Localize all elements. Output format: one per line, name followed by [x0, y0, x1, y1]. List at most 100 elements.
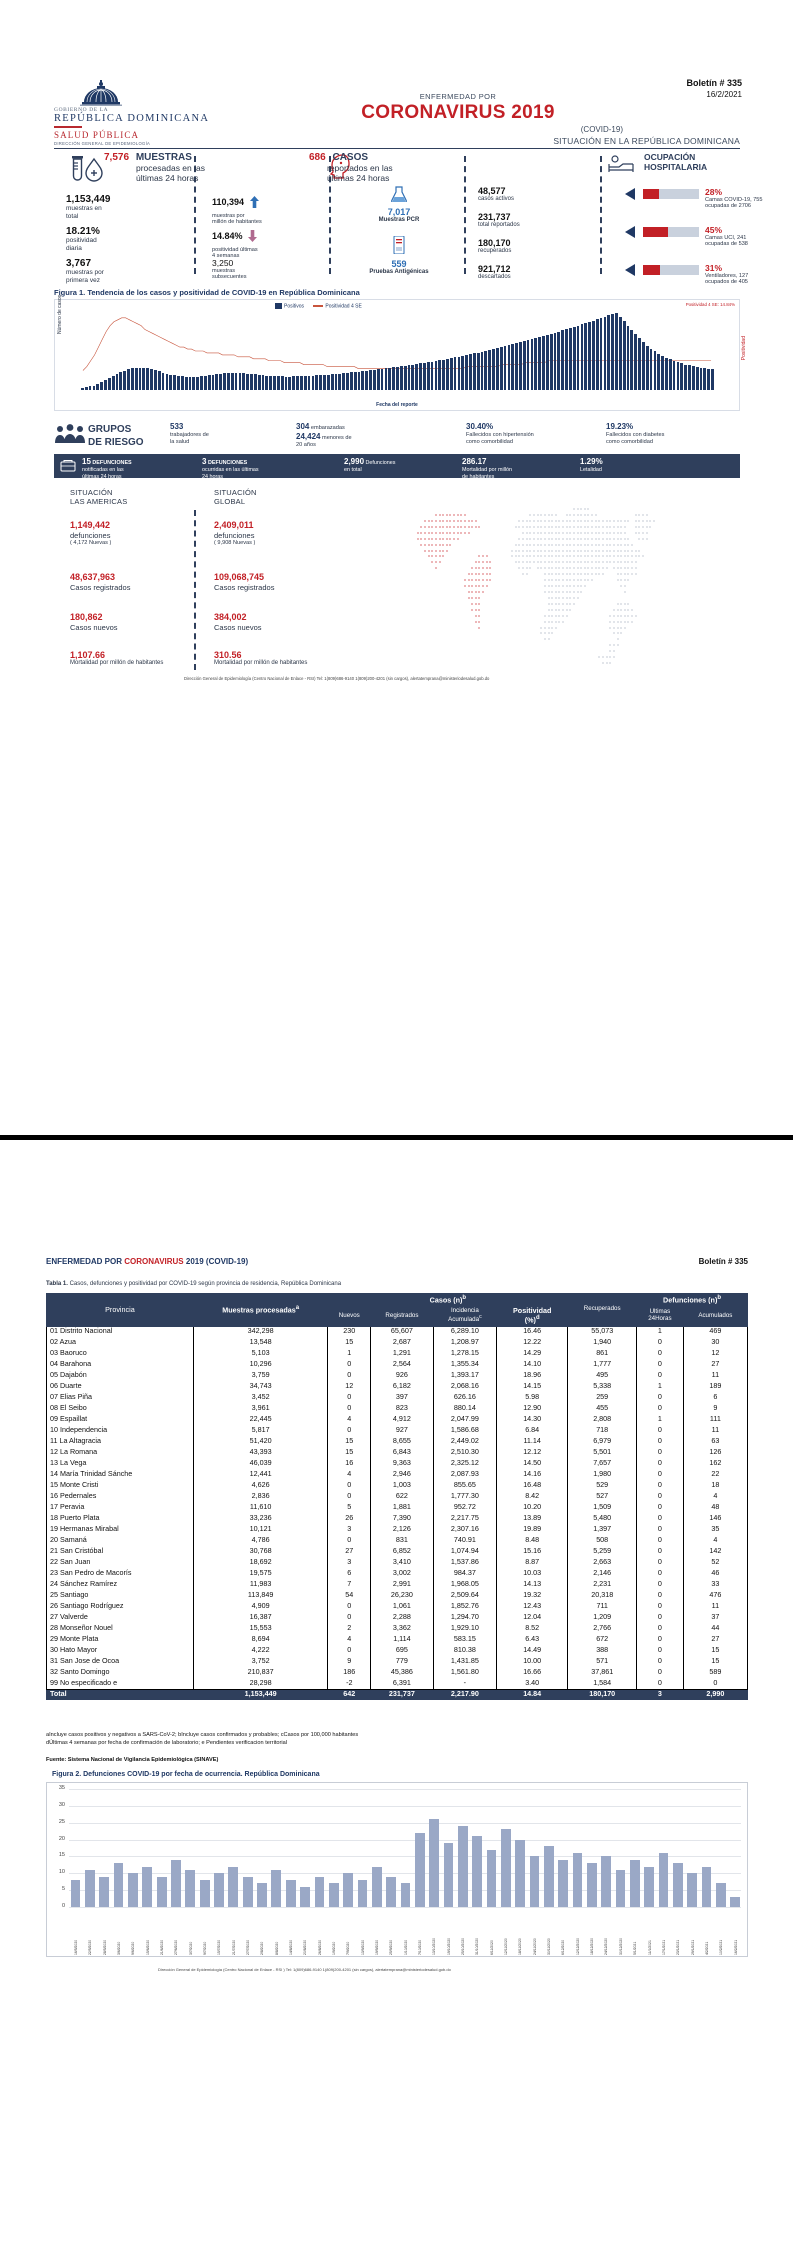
- map-dot: [562, 561, 564, 564]
- cell-value: 5,501: [567, 1447, 638, 1459]
- table-row[interactable]: 12 La Romana 43,393 15 6,843 2,510.30 12.12 5,…: [46, 1447, 749, 1459]
- cell-value: 8.42: [496, 1491, 569, 1503]
- figure-1-bar: [284, 376, 288, 390]
- stat-total-muestras: 1,153,449 muestras en total: [66, 194, 111, 221]
- cell-value: 37: [682, 1612, 749, 1624]
- table-row[interactable]: 08 El Seibo 3,961 0 823 880.14 12.90 455 0 9: [46, 1403, 749, 1415]
- table-row[interactable]: 18 Puerto Plata 33,236 26 7,390 2,217.75 13.8…: [46, 1513, 749, 1525]
- table-row[interactable]: 22 San Juan 18,692 3 3,410 1,537.86 8.87 2,663…: [46, 1557, 749, 1569]
- table-row[interactable]: 11 La Altagracia 51,420 15 8,655 2,449.02 11.…: [46, 1436, 749, 1448]
- map-dot: [598, 525, 601, 528]
- map-dot: [558, 543, 561, 546]
- table-row[interactable]: 21 San Cristóbal 30,768 27 6,852 1,074.94 15.…: [46, 1546, 749, 1558]
- table-row[interactable]: 13 La Vega 46,039 16 9,363 2,325.12 14.50 7,65…: [46, 1458, 749, 1470]
- risk-groups-header: GRUPOS DE RIESGO: [54, 422, 162, 452]
- cell-provincia: 05 Dajabón: [46, 1370, 194, 1382]
- cell-value: 388: [567, 1645, 638, 1657]
- map-dot: [623, 602, 626, 605]
- death-cell-0-t1: notificadas en las: [82, 467, 124, 473]
- cell-value: 952.72: [432, 1502, 498, 1514]
- page-2-title-part1: ENFERMEDAD POR: [46, 1257, 125, 1266]
- subsecuentes-value: 3,250: [212, 258, 234, 268]
- cell-value: 19.89: [496, 1524, 569, 1536]
- map-dot: [583, 555, 586, 558]
- americas-item-1: 48,637,963 Casos registrados: [70, 572, 130, 592]
- table-row[interactable]: 99 No especificado e 28,298 -2 6,391-3.40 1,…: [46, 1678, 749, 1690]
- figure-1-bar: [622, 321, 626, 390]
- table-row[interactable]: 26 Santiago Rodríguez 4,909 0 1,061 1,852.76…: [46, 1601, 749, 1613]
- table-row[interactable]: 30 Hato Mayor 4,222 0 695 810.38 14.49 388 0 15: [46, 1645, 749, 1657]
- figure-2-x-tick: 24/12/2020: [604, 1938, 609, 1955]
- map-dot: [572, 555, 575, 558]
- table-row[interactable]: 31 San Jose de Ocoa 3,752 9 779 1,431.85 10.0…: [46, 1656, 749, 1668]
- cell-value: 2,126: [370, 1524, 434, 1536]
- table-row[interactable]: 27 Valverde 16,387 0 2,288 1,294.70 12.04 1,20…: [46, 1612, 749, 1624]
- map-dot: [536, 561, 539, 564]
- map-dot: [565, 513, 568, 516]
- map-dot: [631, 614, 633, 617]
- map-dot: [616, 644, 619, 647]
- table-row[interactable]: 02 Azua 13,548 15 2,687 1,208.97 12.22 1,940 0 3…: [46, 1337, 749, 1349]
- figure-1-bar: [269, 375, 273, 390]
- map-dot: [591, 531, 594, 534]
- table-row[interactable]: 15 Monte Cristi 4,626 0 1,003 855.65 16.48 529…: [46, 1480, 749, 1492]
- map-dot: [540, 561, 543, 564]
- table-row[interactable]: 24 Sánchez Ramírez 11,983 7 2,991 1,968.05 14…: [46, 1579, 749, 1591]
- map-dot: [474, 608, 477, 611]
- cell-value: 9: [327, 1656, 372, 1668]
- map-dot: [471, 579, 474, 582]
- figure-1-bar: [257, 374, 261, 390]
- table-row[interactable]: 28 Monseñor Nouel 15,553 2 3,362 1,929.10 8.5…: [46, 1623, 749, 1635]
- map-dot: [623, 573, 626, 576]
- table-row[interactable]: 20 Samaná 4,786 0 831 740.91 8.48 508 0 4: [46, 1535, 749, 1547]
- table-row[interactable]: 01 Distrito Nacional 342,298 230 65,607 6,28…: [46, 1325, 749, 1338]
- figure-2-x-tick: 1/9/2020: [332, 1941, 337, 1955]
- figure-1-bar: [380, 368, 384, 390]
- table-row[interactable]: 17 Peravia 11,610 5 1,881 952.72 10.20 1,509 0 4…: [46, 1502, 749, 1514]
- table-head: Provincia Muestras procesadasa Casos (n)…: [46, 1292, 749, 1327]
- figure-1-bar: [446, 358, 449, 390]
- cell-provincia: 11 La Altagracia: [46, 1436, 194, 1448]
- map-dot: [536, 555, 539, 558]
- table-row[interactable]: 06 Duarte 34,743 12 6,182 2,068.16 14.15 5,338…: [46, 1381, 749, 1393]
- map-dot: [620, 585, 623, 587]
- table-row[interactable]: 10 Independencia 5,817 0 927 1,586.68 6.84 718…: [46, 1425, 749, 1437]
- map-dot: [576, 555, 579, 558]
- map-dot: [631, 620, 633, 623]
- americas-3-value: 1,107.66: [70, 650, 106, 660]
- table-row[interactable]: 32 Santo Domingo 210,837 186 45,386 1,561.80…: [46, 1667, 749, 1679]
- figure-1-bar: [200, 376, 203, 390]
- map-dot: [474, 585, 477, 587]
- map-dot: [616, 549, 619, 552]
- figure-1-bar: [96, 384, 100, 390]
- table-row[interactable]: 23 San Pedro de Macorís 19,575 6 3,002 984.3…: [46, 1568, 749, 1580]
- table-row[interactable]: 07 Elias Piña 3,452 0 397 626.16 5.98 259 0 6: [46, 1392, 749, 1404]
- table-row[interactable]: 04 Barahona 10,296 0 2,564 1,355.34 14.10 1,77…: [46, 1359, 749, 1371]
- table-row[interactable]: 19 Hermanas Mirabal 10,121 3 2,126 2,307.16 1…: [46, 1524, 749, 1536]
- map-dot: [576, 537, 579, 540]
- map-dot: [431, 531, 434, 534]
- map-dot: [609, 537, 612, 540]
- map-dot: [583, 508, 586, 510]
- map-dot: [569, 543, 572, 546]
- figure-1-plot-area: [81, 312, 714, 390]
- table-row[interactable]: 03 Baoruco 5,103 1 1,291 1,278.15 14.29 861 0 12: [46, 1348, 749, 1360]
- map-dot: [518, 549, 521, 552]
- figure-1-bar: [165, 373, 169, 390]
- figure-1-bar: [545, 335, 549, 390]
- figure-2-x-tick: 23/1/2021: [676, 1939, 681, 1955]
- map-dot: [540, 632, 543, 635]
- cell-value: 2,808: [567, 1414, 638, 1426]
- table-row[interactable]: 16 Pedernales 2,836 0 622 1,777.30 8.42 527 0 4: [46, 1491, 749, 1503]
- cell-value: 8,655: [370, 1436, 434, 1448]
- table-row[interactable]: 14 María Trinidad Sánche 12,441 4 2,946 2,08…: [46, 1469, 749, 1481]
- map-dot: [612, 626, 615, 629]
- bed-text-2: Camas UCI, 241 ocupadas de 538: [705, 235, 793, 247]
- figure-1-bar: [84, 387, 88, 390]
- cell-value: 48: [682, 1502, 749, 1514]
- table-row[interactable]: 05 Dajabón 3,759 0 926 1,393.17 18.96 495 0 11: [46, 1370, 749, 1382]
- table-row[interactable]: 09 Espaillat 22,445 4 4,912 2,047.99 14.30 2,8…: [46, 1414, 749, 1426]
- table-row[interactable]: 29 Monte Plata 8,694 4 1,114 583.15 6.43 672 0 2…: [46, 1634, 749, 1646]
- figure-2-bar: [199, 1880, 210, 1907]
- table-row[interactable]: 25 Santiago 113,849 54 26,230 2,509.64 19.32 2…: [46, 1590, 749, 1602]
